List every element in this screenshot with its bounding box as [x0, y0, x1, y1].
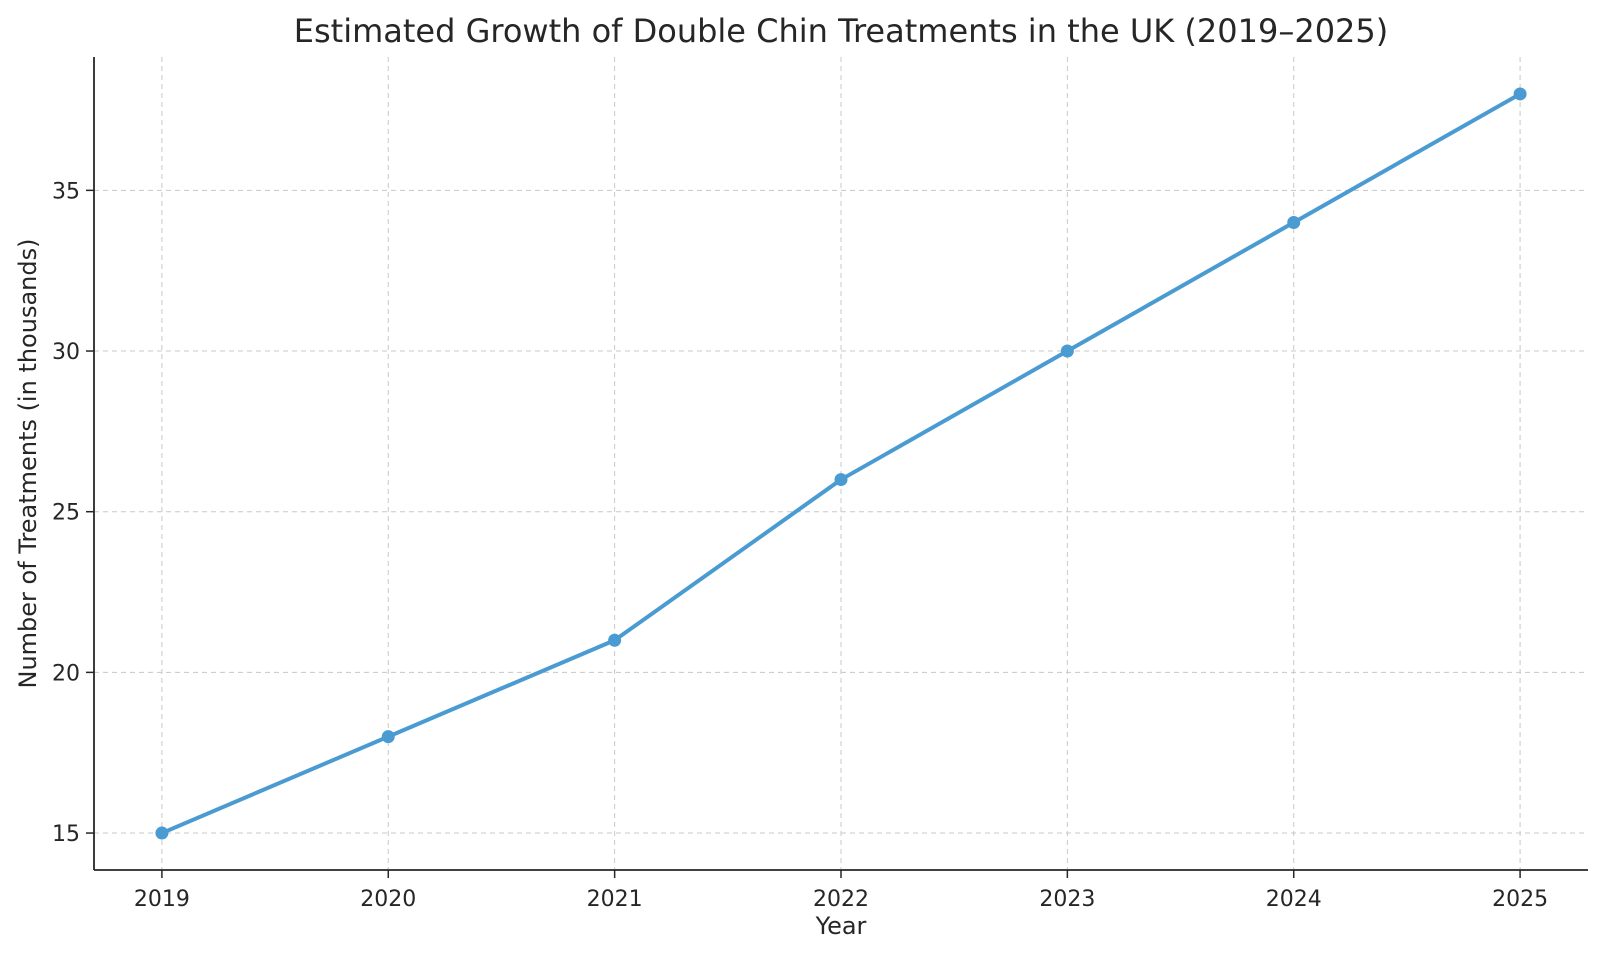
x-tick-label: 2024	[1266, 887, 1322, 912]
data-point	[834, 473, 848, 487]
data-point	[1287, 215, 1301, 229]
y-tick-label: 20	[52, 661, 80, 686]
data-series	[155, 87, 1527, 840]
y-tick-label: 30	[52, 340, 80, 365]
x-tick-label: 2021	[587, 887, 643, 912]
data-point	[1060, 344, 1074, 358]
data-point	[1513, 87, 1527, 101]
y-tick-label: 25	[52, 501, 80, 526]
data-point	[155, 826, 169, 840]
x-tick-label: 2025	[1492, 887, 1548, 912]
axes	[86, 57, 1588, 878]
x-tick-label: 2023	[1039, 887, 1095, 912]
y-tick-label: 15	[52, 822, 80, 847]
x-tick-label: 2022	[813, 887, 869, 912]
x-tick-label: 2019	[134, 887, 190, 912]
data-point	[608, 633, 622, 647]
y-axis-label: Number of Treatments (in thousands)	[14, 239, 42, 689]
grid-lines	[94, 57, 1588, 870]
x-tick-label: 2020	[360, 887, 416, 912]
data-point	[381, 730, 395, 744]
chart-title: Estimated Growth of Double Chin Treatmen…	[294, 12, 1389, 50]
x-axis-label: Year	[815, 912, 867, 940]
y-tick-label: 35	[52, 179, 80, 204]
